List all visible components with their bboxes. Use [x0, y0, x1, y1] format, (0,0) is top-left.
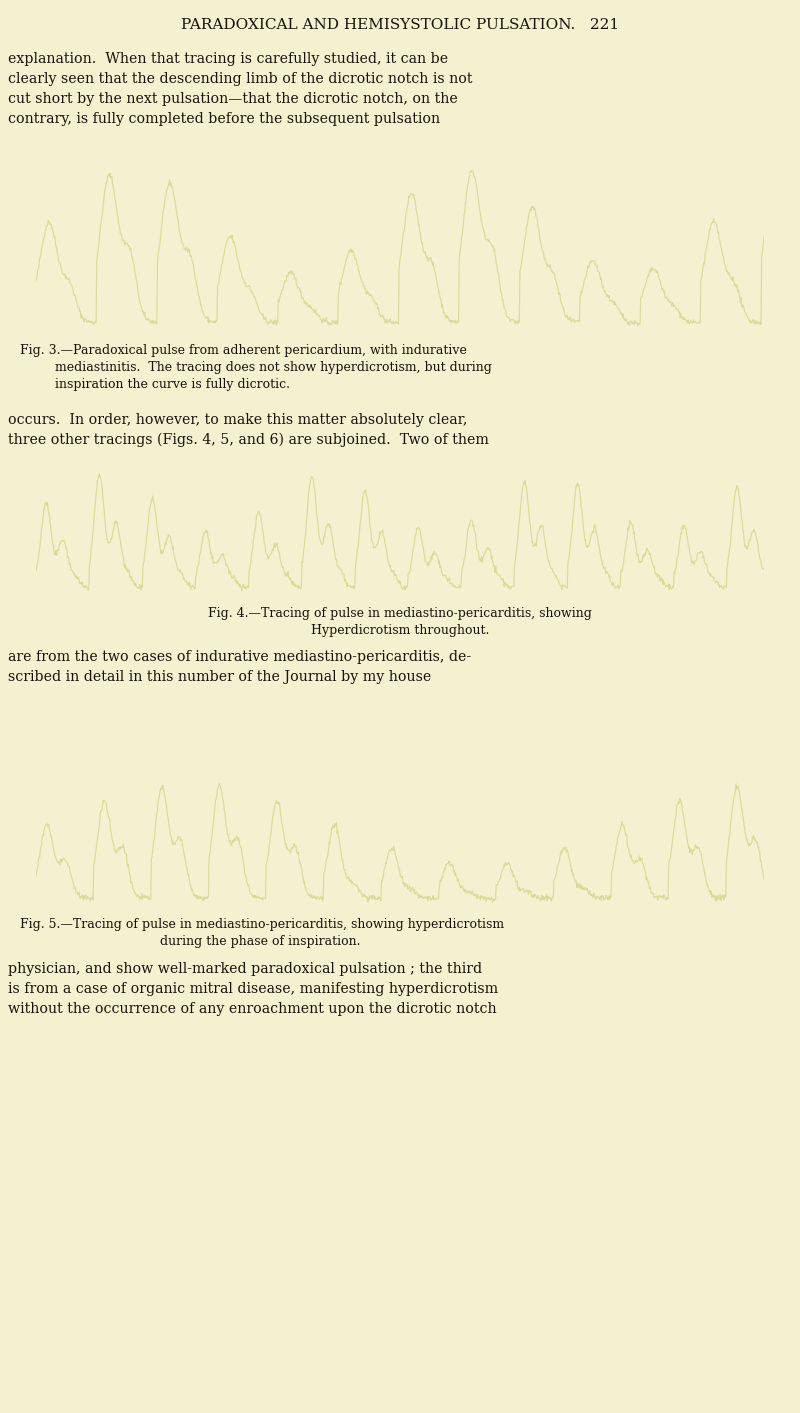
Text: Hyperdicrotism throughout.: Hyperdicrotism throughout.	[311, 625, 489, 637]
Text: during the phase of inspiration.: during the phase of inspiration.	[160, 935, 361, 948]
Text: scribed in detail in this number of the Journal by my house: scribed in detail in this number of the …	[8, 670, 431, 684]
Text: cut short by the next pulsation—that the dicrotic notch, on the: cut short by the next pulsation—that the…	[8, 92, 458, 106]
Text: is from a case of organic mitral disease, manifesting hyperdicrotism: is from a case of organic mitral disease…	[8, 982, 498, 996]
Text: without the occurrence of any enroachment upon the dicrotic notch: without the occurrence of any enroachmen…	[8, 1002, 497, 1016]
Text: are from the two cases of indurative mediastino-pericarditis, de-: are from the two cases of indurative med…	[8, 650, 471, 664]
Text: three other tracings (Figs. 4, 5, and 6) are subjoined.  Two of them: three other tracings (Figs. 4, 5, and 6)…	[8, 432, 489, 448]
Text: PARADOXICAL AND HEMISYSTOLIC PULSATION.   221: PARADOXICAL AND HEMISYSTOLIC PULSATION. …	[181, 18, 619, 32]
Text: occurs.  In order, however, to make this matter absolutely clear,: occurs. In order, however, to make this …	[8, 413, 467, 427]
Text: explanation.  When that tracing is carefully studied, it can be: explanation. When that tracing is carefu…	[8, 52, 448, 66]
Text: Fig. 4.—Tracing of pulse in mediastino-pericarditis, showing: Fig. 4.—Tracing of pulse in mediastino-p…	[208, 608, 592, 620]
Text: inspiration the curve is fully dicrotic.: inspiration the curve is fully dicrotic.	[55, 379, 290, 391]
Text: physician, and show well-marked paradoxical pulsation ; the third: physician, and show well-marked paradoxi…	[8, 962, 482, 976]
Text: contrary, is fully completed before the subsequent pulsation: contrary, is fully completed before the …	[8, 112, 440, 126]
Text: Fig. 3.—Paradoxical pulse from adherent pericardium, with indurative: Fig. 3.—Paradoxical pulse from adherent …	[20, 343, 467, 357]
Text: clearly seen that the descending limb of the dicrotic notch is not: clearly seen that the descending limb of…	[8, 72, 473, 86]
Text: Fig. 5.—Tracing of pulse in mediastino-pericarditis, showing hyperdicrotism: Fig. 5.—Tracing of pulse in mediastino-p…	[20, 918, 504, 931]
Text: mediastinitis.  The tracing does not show hyperdicrotism, but during: mediastinitis. The tracing does not show…	[55, 360, 492, 374]
